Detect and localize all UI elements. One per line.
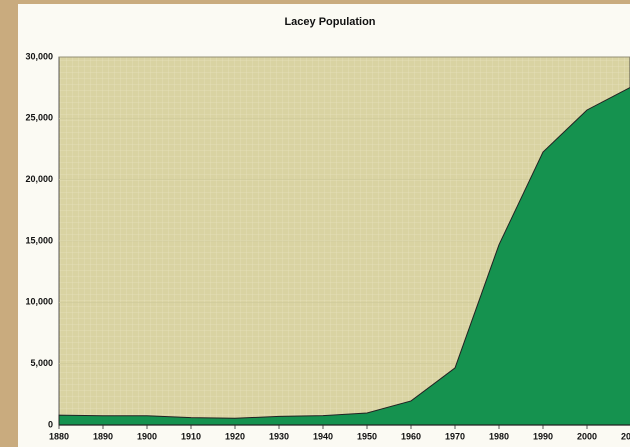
x-tick-label: 1960 [401, 431, 421, 441]
x-tick-label: 1910 [181, 431, 201, 441]
x-tick-label: 1970 [445, 431, 465, 441]
x-tick-label: 1920 [225, 431, 245, 441]
x-tick-label: 1890 [93, 431, 113, 441]
y-tick-label: 5,000 [30, 358, 53, 368]
x-tick-label: 1930 [269, 431, 289, 441]
x-tick-label: 1950 [357, 431, 377, 441]
y-tick-label: 15,000 [25, 235, 53, 245]
x-tick-label: 2010 [621, 431, 630, 441]
x-tick-label: 1940 [313, 431, 333, 441]
x-tick-label: 1880 [49, 431, 69, 441]
y-tick-label: 25,000 [25, 113, 53, 123]
chart: Lacey Population 0 5,000 10,000 15,000 20,00… [0, 0, 630, 447]
x-tick-label: 1990 [533, 431, 553, 441]
chart-title: Lacey Population [284, 16, 375, 28]
x-tick-label: 2000 [577, 431, 597, 441]
y-tick-label: 10,000 [25, 297, 53, 307]
y-tick-label: 20,000 [25, 174, 53, 184]
y-tick-label: 30,000 [25, 51, 53, 61]
x-tick-label: 1900 [137, 431, 157, 441]
y-tick-label: 0 [48, 419, 53, 429]
x-tick-label: 1980 [489, 431, 509, 441]
